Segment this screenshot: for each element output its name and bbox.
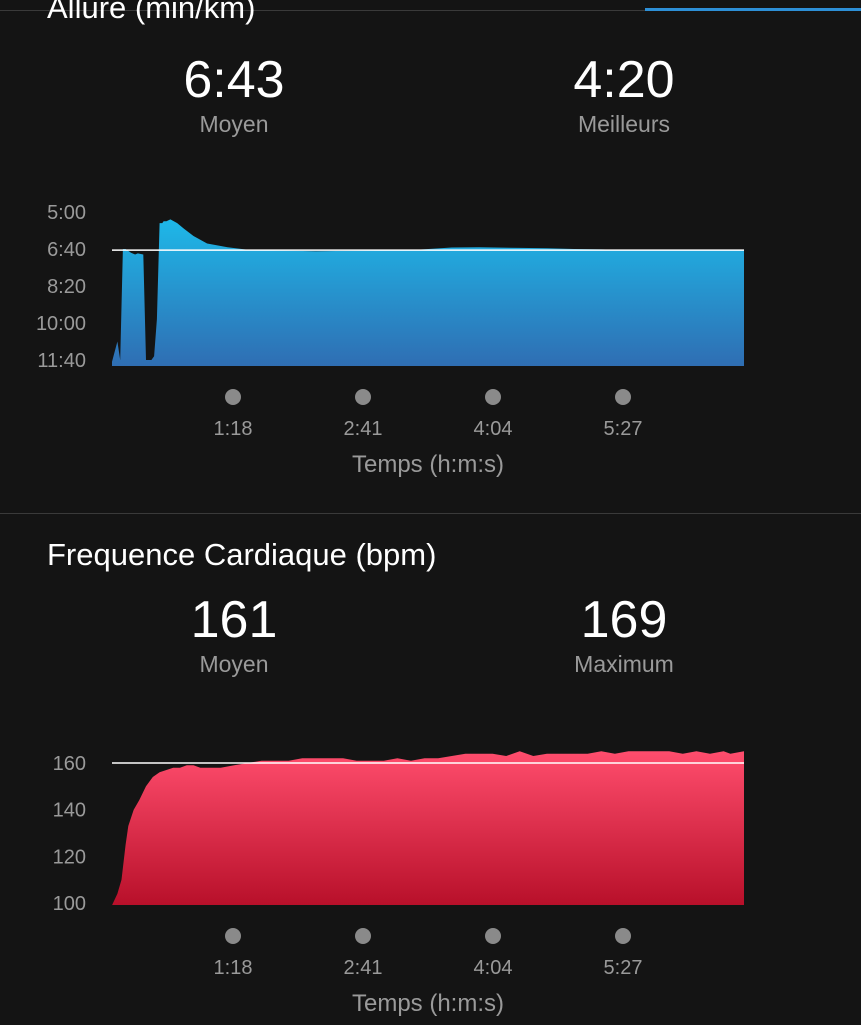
pace-area (112, 219, 744, 366)
pace-y-tick-label: 5:00 (47, 202, 86, 224)
pace-x-tick-label: 4:04 (474, 418, 513, 440)
pace-average-value: 6:43 (183, 51, 285, 109)
pace-section: Allure (min/km) 6:43 Moyen 4:20 Meilleur… (0, 0, 861, 480)
heart-rate-average-value: 161 (190, 591, 278, 649)
top-divider (0, 10, 861, 11)
pace-x-tick-dot[interactable] (485, 389, 501, 405)
pace-average: 6:43 Moyen (84, 50, 384, 138)
pace-x-tick-label: 2:41 (344, 418, 383, 440)
pace-x-axis-title: Temps (h:m:s) (352, 451, 504, 478)
heart-rate-title: Frequence Cardiaque (bpm) (47, 537, 437, 572)
pace-best-value: 4:20 (573, 51, 675, 109)
pace-x-tick-dot[interactable] (615, 389, 631, 405)
hr-x-tick-label: 5:27 (604, 957, 643, 979)
pace-best: 4:20 Meilleurs (474, 50, 774, 138)
heart-rate-area (112, 751, 744, 906)
heart-rate-max-value: 169 (580, 591, 668, 649)
heart-rate-average-label: Moyen (199, 651, 269, 677)
pace-average-label: Moyen (199, 111, 269, 137)
heart-rate-max-label: Maximum (574, 651, 674, 677)
heart-rate-chart[interactable]: 160 140 120 100 1:18 2:41 4:04 5:27 Temps (h:m… (0, 729, 861, 1024)
pace-y-tick-label: 11:40 (37, 350, 86, 372)
pace-y-tick-label: 8:20 (47, 276, 86, 298)
hr-x-tick-label: 1:18 (214, 957, 253, 979)
hr-x-tick-label: 4:04 (474, 957, 513, 979)
pace-y-tick-label: 6:40 (47, 239, 86, 261)
hr-x-tick-label: 2:41 (344, 957, 383, 979)
hr-x-tick-dot[interactable] (615, 928, 631, 944)
pace-x-tick-label: 1:18 (214, 418, 253, 440)
hr-y-tick-label: 160 (53, 753, 86, 775)
hr-x-tick-dot[interactable] (225, 928, 241, 944)
pace-x-tick-dot[interactable] (225, 389, 241, 405)
hr-x-tick-dot[interactable] (485, 928, 501, 944)
heart-rate-section: Frequence Cardiaque (bpm) 161 Moyen 169 … (0, 513, 861, 1025)
hr-x-tick-dot[interactable] (355, 928, 371, 944)
pace-x-tick-dot[interactable] (355, 389, 371, 405)
pace-x-tick-label: 5:27 (604, 418, 643, 440)
hr-y-tick-label: 140 (53, 800, 86, 822)
heart-rate-average: 161 Moyen (84, 590, 384, 678)
hr-y-tick-label: 120 (53, 846, 86, 868)
heart-rate-x-axis-title: Temps (h:m:s) (352, 990, 504, 1017)
pace-title: Allure (min/km) (47, 0, 256, 25)
pace-best-label: Meilleurs (577, 111, 671, 137)
active-tab-indicator (645, 8, 861, 11)
hr-y-tick-label: 100 (53, 893, 86, 915)
heart-rate-max: 169 Maximum (474, 590, 774, 678)
pace-y-tick-label: 10:00 (36, 313, 86, 335)
